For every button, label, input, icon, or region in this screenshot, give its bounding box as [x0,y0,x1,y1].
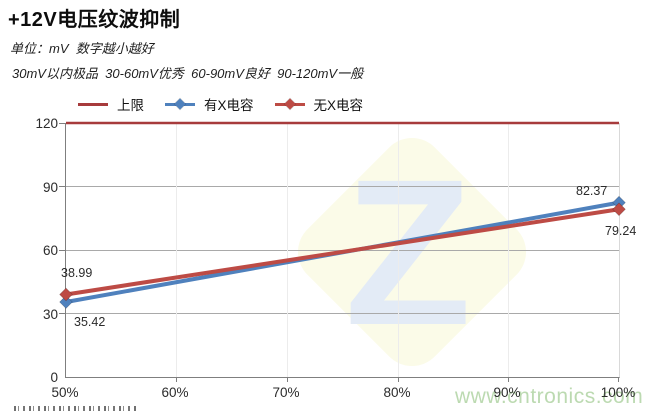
y-tick-60 [59,250,66,251]
data-label-without-x-cap-100pct: 79.24 [605,224,637,238]
x-axis-label-70: 70% [272,385,300,400]
legend-item-with-x-cap: 有X电容 [165,94,254,114]
y-axis-label-90: 90 [42,180,58,195]
gridline-90 [66,186,619,187]
gridline-30 [66,313,619,314]
data-label-without-x-cap-50pct: 38.99 [61,266,93,280]
gridline-90pct [508,123,509,377]
legend-label-without-x-cap: 无X电容 [313,98,364,113]
y-tick-90 [59,186,66,187]
x-tick-60pct [176,377,177,382]
gridline-70pct [287,123,288,377]
data-label-with-x-cap-100pct: 82.37 [576,184,608,198]
y-axis-label-30: 30 [42,307,58,322]
legend-item-upper-limit: 上限 [78,94,144,114]
website-watermark-text: www.cntronics.com [455,385,644,408]
y-axis-label-0: 0 [50,370,58,385]
with-x-cap-marker-swatch-icon [165,97,195,110]
x-tick-80pct [398,377,399,382]
x-tick-100pct [618,377,619,382]
upper-limit-line-swatch-icon [78,100,108,109]
x-axis-label-90: 90% [493,385,521,400]
x-axis-label-50: 50% [51,385,79,400]
y-axis-label-120: 120 [35,116,58,131]
x-axis-label-80: 80% [383,385,411,400]
legend: 上限 有X电容 无X电容 [78,94,363,114]
legend-label-with-x-cap: 有X电容 [204,98,254,113]
x-axis-label-100: 100% [600,385,636,400]
grading-scale-note: 30mV以内极品 30-60mV优秀 60-90mV良好 90-120mV一般 [12,66,364,81]
x-tick-90pct [508,377,509,382]
legend-item-without-x-cap: 无X电容 [274,94,364,114]
series-lines [59,121,626,309]
gridline-60pct [176,123,177,377]
plot-area [59,121,626,382]
x-axis-label-60: 60% [161,385,189,400]
without-x-cap-marker-swatch-icon [274,97,305,110]
y-tick-120 [59,123,66,124]
y-axis-label-60: 60 [42,243,58,258]
x-tick-70pct [287,377,288,382]
gridline-80pct [398,123,399,377]
legend-label-upper-limit: 上限 [117,98,144,113]
chart-subtitle-unit-note: 单位：mV 数字越小越好 [10,41,154,56]
y-tick-30 [59,313,66,314]
clipped-caption [14,406,138,411]
data-label-with-x-cap-50pct: 35.42 [74,315,106,329]
chart-title: +12V电压纹波抑制 [8,9,181,31]
